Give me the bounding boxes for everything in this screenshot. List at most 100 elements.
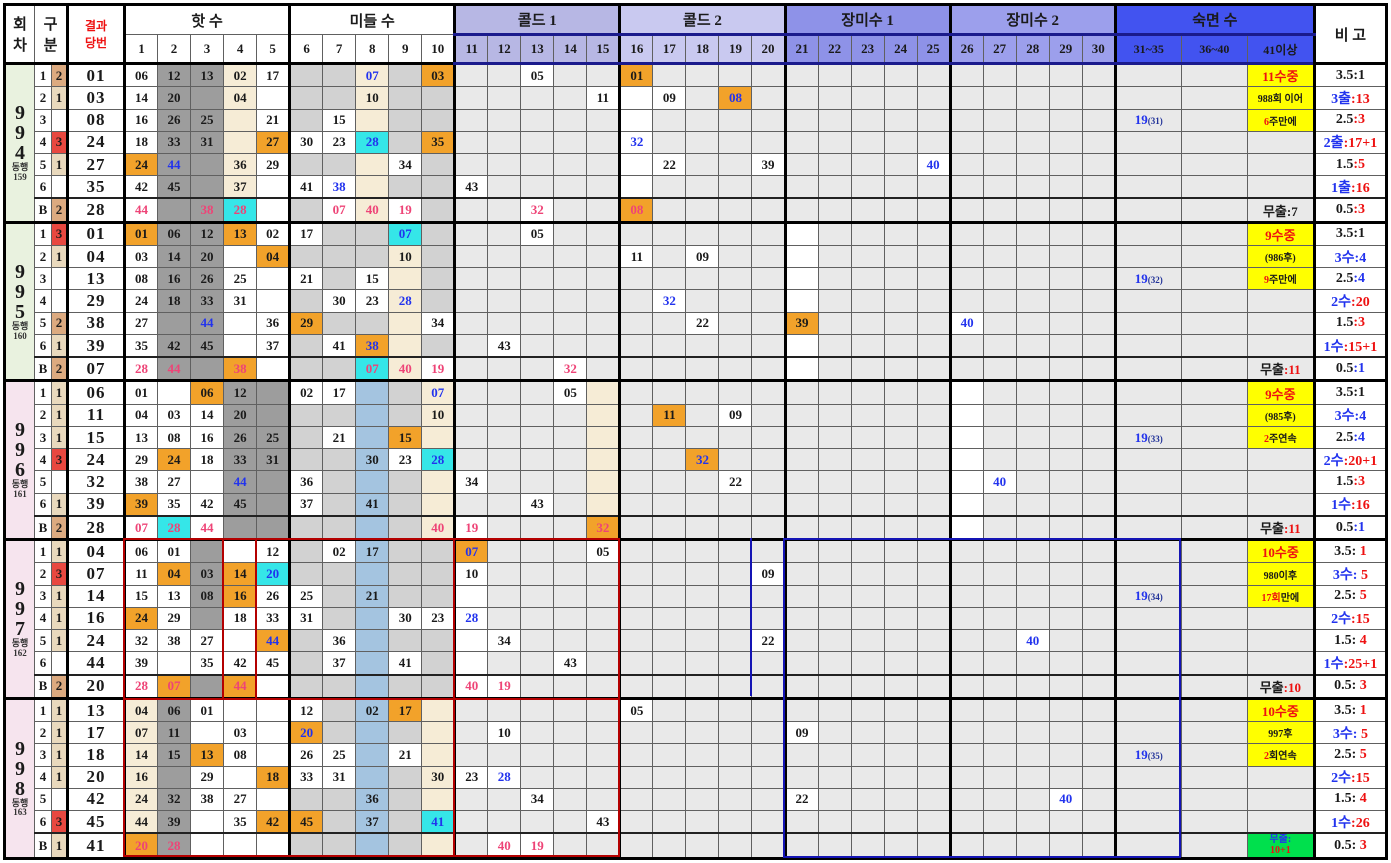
range-41plus-cell[interactable] [1246, 175, 1315, 199]
number-cell-col6[interactable]: 41 [288, 175, 324, 199]
number-cell-col10[interactable] [421, 244, 456, 269]
bigo-cell[interactable]: 3.5:1 [1312, 220, 1388, 247]
number-cell-col30[interactable] [1081, 448, 1116, 472]
number-cell-col17[interactable] [652, 584, 687, 608]
number-cell-col26[interactable] [948, 244, 984, 269]
number-cell-col3[interactable] [190, 721, 225, 745]
number-cell-col24[interactable] [883, 696, 918, 723]
number-cell-col5[interactable] [256, 289, 291, 313]
number-cell-col23[interactable] [850, 651, 885, 676]
number-cell-col9[interactable] [388, 562, 423, 586]
number-cell-col15[interactable]: 32 [586, 514, 621, 541]
number-cell-col18[interactable] [685, 651, 720, 676]
number-cell-col27[interactable] [982, 379, 1017, 405]
number-cell-col16[interactable] [618, 743, 654, 767]
bigo-cell[interactable]: 1수:15+1 [1312, 333, 1388, 358]
number-cell-col30[interactable] [1081, 492, 1116, 517]
number-cell-col28[interactable] [1015, 289, 1050, 313]
number-cell-col3[interactable] [190, 810, 225, 834]
number-cell-col26[interactable] [948, 470, 984, 494]
number-cell-col20[interactable] [751, 403, 786, 427]
number-cell-col6[interactable]: 33 [288, 765, 324, 789]
number-cell-col14[interactable] [553, 673, 588, 699]
number-cell-col10[interactable]: 19 [421, 356, 456, 382]
range-36-40-cell[interactable] [1180, 832, 1248, 860]
number-cell-col24[interactable] [883, 492, 918, 517]
number-cell-col9[interactable]: 07 [388, 220, 423, 247]
number-cell-col17[interactable] [652, 333, 687, 358]
number-cell-col13[interactable]: 19 [520, 832, 555, 860]
number-cell-col9[interactable] [388, 61, 423, 88]
number-cell-col6[interactable]: 20 [288, 721, 324, 745]
range-36-40-cell[interactable] [1180, 765, 1248, 789]
number-cell-col7[interactable] [322, 86, 357, 110]
range-31-35-cell[interactable] [1113, 403, 1182, 427]
number-cell-col26[interactable] [948, 356, 984, 382]
badge-cell[interactable] [51, 651, 68, 676]
number-cell-col27[interactable] [982, 61, 1017, 88]
number-cell-col28[interactable] [1015, 379, 1050, 405]
number-cell-col12[interactable] [487, 311, 522, 335]
number-cell-col25[interactable] [916, 130, 951, 154]
winning-number-cell[interactable]: 28 [65, 514, 126, 541]
bigo-cell[interactable]: 2.5:3 [1312, 108, 1388, 132]
range-31-35-cell[interactable] [1113, 470, 1182, 494]
number-cell-col28[interactable] [1015, 61, 1050, 88]
number-cell-col16[interactable] [618, 425, 654, 450]
number-cell-col27[interactable] [982, 130, 1017, 154]
number-cell-col4[interactable] [223, 108, 258, 132]
number-cell-col13[interactable] [520, 86, 555, 110]
number-cell-col15[interactable] [586, 108, 621, 132]
number-cell-col29[interactable] [1048, 108, 1083, 132]
number-cell-col17[interactable] [652, 108, 687, 132]
number-cell-col30[interactable] [1081, 311, 1116, 335]
number-cell-col11[interactable] [453, 810, 489, 834]
number-cell-col3[interactable]: 27 [190, 629, 225, 653]
badge-cell[interactable]: 2 [51, 673, 68, 699]
number-cell-col1[interactable]: 04 [123, 403, 159, 427]
number-cell-col25[interactable] [916, 651, 951, 676]
number-cell-col18[interactable] [685, 86, 720, 110]
number-cell-col14[interactable] [553, 448, 588, 472]
number-cell-col22[interactable] [817, 356, 852, 382]
number-cell-col19[interactable] [718, 448, 753, 472]
range-36-40-cell[interactable] [1180, 379, 1248, 405]
number-cell-col6[interactable]: 25 [288, 584, 324, 608]
number-cell-col15[interactable] [586, 379, 621, 405]
number-cell-col1[interactable]: 24 [123, 289, 159, 313]
range-41plus-cell[interactable]: 2회연속 [1246, 743, 1315, 767]
number-cell-col20[interactable] [751, 448, 786, 472]
number-cell-col1[interactable]: 06 [123, 61, 159, 88]
number-cell-col11[interactable]: 10 [453, 562, 489, 586]
number-cell-col8[interactable] [355, 743, 390, 767]
number-cell-col14[interactable] [553, 832, 588, 860]
number-cell-col13[interactable] [520, 356, 555, 382]
number-cell-col22[interactable] [817, 175, 852, 199]
number-cell-col25[interactable] [916, 562, 951, 586]
number-cell-col18[interactable] [685, 673, 720, 699]
range-36-40-cell[interactable] [1180, 244, 1248, 269]
number-cell-col27[interactable] [982, 584, 1017, 608]
number-cell-col20[interactable] [751, 584, 786, 608]
number-cell-col2[interactable]: 33 [157, 130, 192, 154]
number-cell-col22[interactable] [817, 244, 852, 269]
number-cell-col2[interactable]: 35 [157, 492, 192, 517]
number-cell-col20[interactable] [751, 356, 786, 382]
number-cell-col15[interactable] [586, 492, 621, 517]
number-cell-col29[interactable] [1048, 61, 1083, 88]
number-cell-col23[interactable] [850, 61, 885, 88]
number-cell-col21[interactable] [783, 289, 819, 313]
number-cell-col2[interactable]: 38 [157, 629, 192, 653]
badge-cell[interactable]: 1 [51, 765, 68, 789]
number-cell-col18[interactable]: 22 [685, 311, 720, 335]
number-cell-col18[interactable] [685, 425, 720, 450]
number-cell-col30[interactable] [1081, 197, 1116, 223]
number-cell-col15[interactable] [586, 289, 621, 313]
range-31-35-cell[interactable] [1113, 61, 1182, 88]
number-cell-col27[interactable] [982, 606, 1017, 631]
number-cell-col1[interactable]: 27 [123, 311, 159, 335]
range-36-40-cell[interactable] [1180, 470, 1248, 494]
number-cell-col10[interactable] [421, 584, 456, 608]
number-cell-col3[interactable] [190, 832, 225, 860]
number-cell-col27[interactable] [982, 289, 1017, 313]
